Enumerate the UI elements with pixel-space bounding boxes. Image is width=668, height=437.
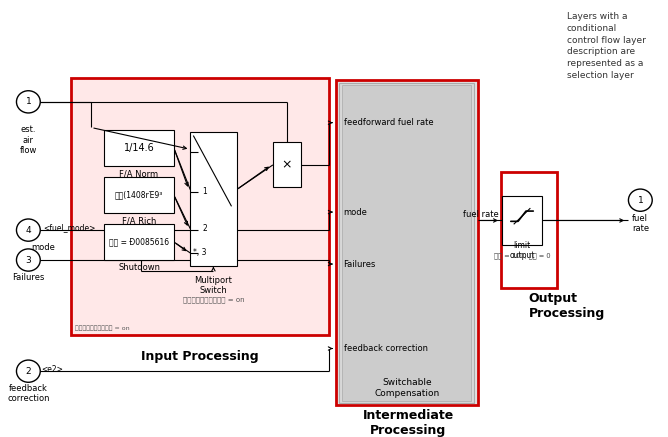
- Text: feedback
correction: feedback correction: [7, 384, 49, 403]
- Bar: [104, 177, 174, 213]
- Text: Output
Processing: Output Processing: [528, 292, 605, 320]
- Ellipse shape: [17, 91, 40, 113]
- Text: Input Processing: Input Processing: [142, 350, 259, 363]
- Text: Switchable
Compensation: Switchable Compensation: [374, 378, 440, 398]
- Text: Failures: Failures: [12, 273, 45, 282]
- Text: 定数(1408rΈ9³: 定数(1408rΈ9³: [115, 191, 163, 199]
- Text: 2: 2: [202, 224, 207, 233]
- Bar: [342, 85, 471, 401]
- Text: est.
air
flow: est. air flow: [19, 125, 37, 155]
- Text: F/A Rich: F/A Rich: [122, 216, 156, 225]
- Text: Failures: Failures: [343, 260, 376, 269]
- Bar: [502, 196, 542, 245]
- Bar: [190, 132, 236, 267]
- Text: 上限 = 100; 下限 = 0: 上限 = 100; 下限 = 0: [494, 253, 550, 260]
- Text: 整数でオーバーフロー = on: 整数でオーバーフロー = on: [182, 296, 244, 303]
- Bar: [273, 142, 301, 187]
- Ellipse shape: [17, 219, 40, 241]
- Text: Multiport
Switch: Multiport Switch: [194, 276, 232, 295]
- Bar: [104, 130, 174, 166]
- Text: ×: ×: [281, 158, 292, 171]
- Text: 1: 1: [202, 187, 207, 195]
- Text: Layers with a
conditional
control flow layer
description are
represented as a
se: Layers with a conditional control flow l…: [567, 12, 646, 80]
- Text: Intermediate
Processing: Intermediate Processing: [363, 409, 454, 437]
- Text: fuel
rate: fuel rate: [632, 214, 649, 233]
- Text: fuel rate: fuel rate: [463, 210, 499, 218]
- Text: <fuel_mode>: <fuel_mode>: [43, 223, 96, 232]
- Text: mode: mode: [31, 243, 55, 252]
- Ellipse shape: [17, 249, 40, 271]
- Text: <e2>: <e2>: [41, 364, 63, 374]
- Text: F/A Norm: F/A Norm: [120, 170, 158, 178]
- Bar: [104, 224, 174, 260]
- Bar: [71, 78, 329, 335]
- Text: mode: mode: [343, 208, 367, 217]
- Text: feedback correction: feedback correction: [343, 344, 428, 353]
- Text: *, 3: *, 3: [193, 249, 206, 257]
- Text: feedforward fuel rate: feedforward fuel rate: [343, 118, 434, 127]
- Bar: [336, 80, 478, 406]
- Text: limit
output: limit output: [509, 241, 535, 260]
- Text: 4: 4: [25, 225, 31, 235]
- Text: 1: 1: [25, 97, 31, 106]
- Text: 整数でオーバーフロー = on: 整数でオーバーフロー = on: [75, 325, 129, 330]
- Text: 2: 2: [25, 367, 31, 376]
- Text: 定数 = Ð0085616: 定数 = Ð0085616: [109, 237, 169, 246]
- Text: Shutdown: Shutdown: [118, 264, 160, 272]
- Ellipse shape: [629, 189, 652, 211]
- Text: 3: 3: [25, 256, 31, 264]
- Bar: [501, 172, 557, 288]
- Text: 1/14.6: 1/14.6: [124, 143, 154, 153]
- Ellipse shape: [17, 360, 40, 382]
- Bar: [339, 83, 474, 403]
- Text: 1: 1: [637, 196, 643, 205]
